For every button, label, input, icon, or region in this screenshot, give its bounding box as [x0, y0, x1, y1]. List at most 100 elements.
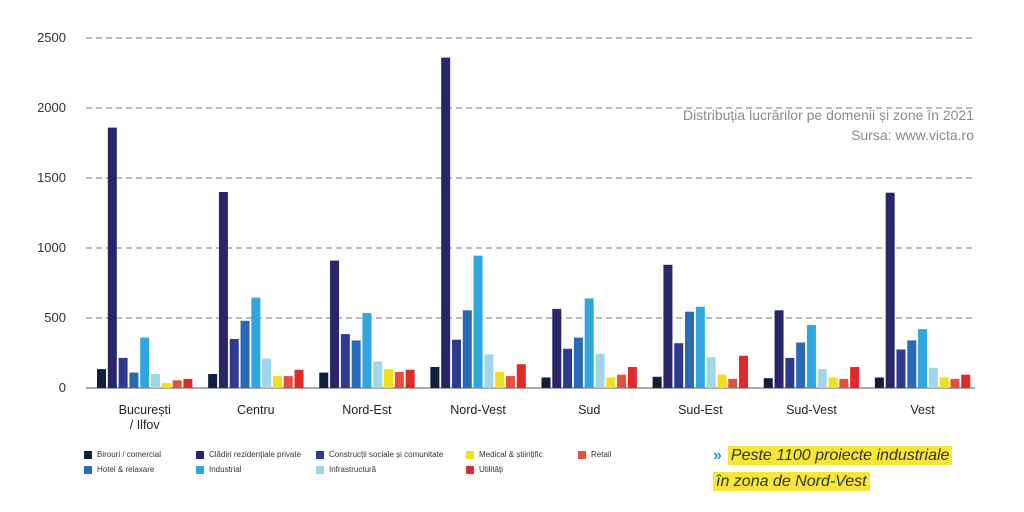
- bar: [262, 358, 272, 388]
- legend-label: Hotel & relaxare: [97, 465, 155, 474]
- bar: [283, 376, 293, 388]
- bar: [961, 374, 971, 388]
- bar: [218, 192, 228, 388]
- legend-swatch: [466, 465, 474, 474]
- bar: [728, 378, 738, 388]
- bar: [806, 325, 816, 388]
- y-tick-label: 2000: [37, 100, 66, 115]
- bar: [384, 369, 394, 388]
- bar: [97, 369, 106, 388]
- bar: [706, 357, 716, 388]
- y-tick-label: 2500: [37, 30, 66, 45]
- bar: [462, 310, 472, 388]
- bar: [617, 374, 627, 388]
- bar: [229, 339, 239, 388]
- bar: [763, 378, 773, 388]
- legend-swatch: [84, 450, 92, 459]
- bar: [240, 320, 250, 388]
- bar: [850, 367, 860, 388]
- bar: [885, 192, 895, 388]
- chart-annotation: Distribuția lucrărilor pe domenii și zon…: [683, 107, 974, 123]
- bar: [161, 383, 171, 388]
- bar: [373, 361, 383, 388]
- legend-item: Retail: [578, 450, 611, 459]
- legend-swatch: [196, 450, 204, 459]
- legend-swatch: [316, 465, 324, 474]
- bar: [451, 339, 461, 388]
- x-tick-label: Nord-Vest: [450, 403, 506, 417]
- bar: [151, 374, 160, 388]
- legend-item: Infrastructură: [316, 465, 376, 474]
- bar: [907, 340, 917, 388]
- y-tick-label: 0: [59, 380, 66, 395]
- bar: [652, 376, 662, 388]
- bar: [129, 372, 139, 388]
- legend-label: Retail: [591, 450, 612, 459]
- legend-swatch: [578, 450, 586, 459]
- bar: [918, 329, 928, 388]
- x-tick-label: Sud: [578, 403, 600, 417]
- legend-item: Industrial: [196, 465, 241, 474]
- callout: » Peste 1100 proiecte industriale în zona…: [713, 443, 983, 495]
- bar: [319, 372, 329, 388]
- bar: [272, 376, 282, 388]
- x-tick-label: Sud-Vest: [786, 403, 837, 417]
- y-tick-label: 1500: [37, 170, 66, 185]
- bar: [685, 311, 695, 388]
- bar: [896, 349, 906, 388]
- x-tick-label: Centru: [237, 403, 275, 417]
- callout-line-1: Peste 1100 proiecte industriale: [727, 446, 953, 465]
- legend-label: Construcții sociale și comunitate: [329, 450, 444, 459]
- legend-item: Birouri / comercial: [84, 450, 161, 459]
- bar: [495, 371, 505, 388]
- bar: [674, 343, 684, 388]
- bar-chart: 0 500 1000 1500 2000 2500 București / Ilfov Cent…: [37, 30, 975, 432]
- legend-swatch: [84, 465, 92, 474]
- x-tick-label: Nord-Est: [342, 403, 392, 417]
- bar: [251, 297, 261, 388]
- bar: [774, 310, 784, 388]
- bar: [294, 369, 304, 388]
- bar: [796, 342, 806, 388]
- bar: [695, 306, 705, 388]
- legend-label: Clădiri rezidențiale private: [209, 450, 302, 459]
- legend-item: Utilități: [466, 465, 503, 474]
- bar: [118, 357, 128, 388]
- bar: [183, 378, 193, 388]
- bar: [140, 337, 150, 388]
- legend-item: Construcții sociale și comunitate: [316, 450, 443, 459]
- bar: [208, 374, 218, 388]
- y-tick-label: 500: [44, 310, 66, 325]
- bar: [484, 354, 494, 388]
- bar: [516, 364, 526, 388]
- legend-label: Industrial: [209, 465, 242, 474]
- bar: [405, 369, 415, 388]
- bar: [340, 334, 350, 388]
- bar: [606, 377, 616, 388]
- legend-swatch: [196, 465, 204, 474]
- bar: [584, 298, 594, 388]
- bar: [785, 357, 795, 388]
- x-tick-label: București / Ilfov: [119, 403, 171, 432]
- callout-line-2: în zona de Nord-Vest: [713, 472, 870, 491]
- bar: [717, 374, 727, 388]
- bar: [473, 255, 483, 388]
- bar: [362, 313, 372, 388]
- bar: [351, 340, 361, 388]
- bar: [739, 355, 749, 388]
- bar: [505, 376, 515, 388]
- legend-item: Medical & științific: [466, 450, 543, 459]
- legend-label: Utilități: [479, 465, 504, 474]
- x-tick-label: Sud-Est: [678, 403, 723, 417]
- bar: [663, 264, 673, 388]
- legend-swatch: [316, 450, 324, 459]
- legend-swatch: [466, 450, 474, 459]
- bar: [563, 348, 573, 388]
- legend-label: Medical & științific: [479, 450, 543, 459]
- bar: [839, 378, 849, 388]
- bar: [817, 369, 827, 388]
- bar: [874, 377, 884, 388]
- x-tick-label: Vest: [910, 403, 935, 417]
- bar: [441, 57, 451, 388]
- bar: [573, 337, 583, 388]
